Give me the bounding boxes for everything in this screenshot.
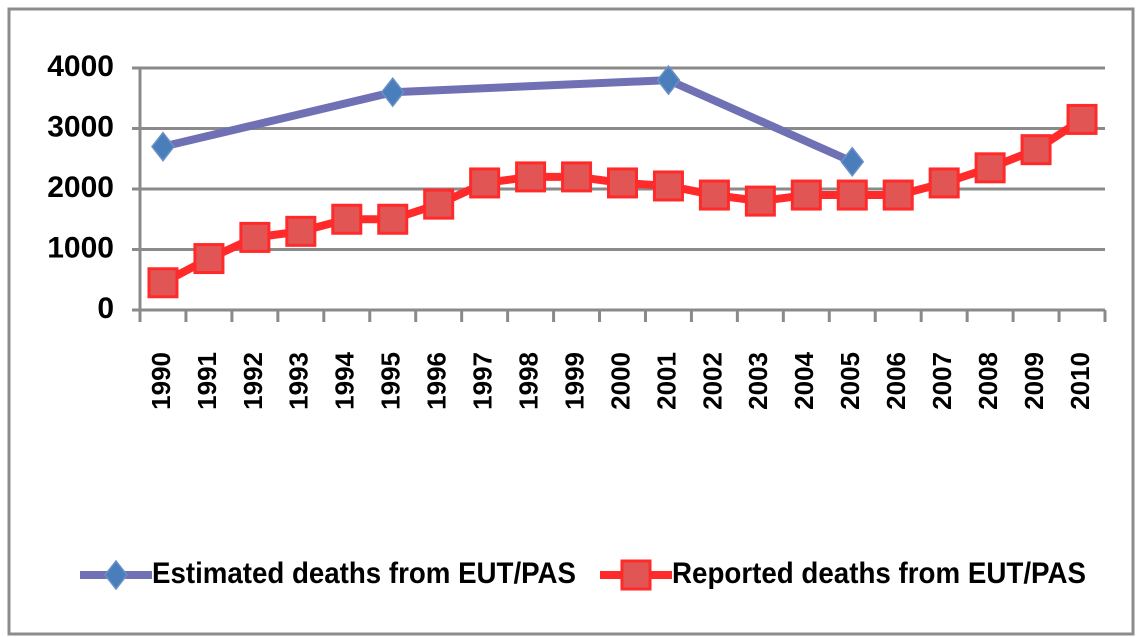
data-point bbox=[652, 170, 684, 202]
legend-marker bbox=[104, 559, 128, 591]
x-tick-label: 1994 bbox=[330, 351, 360, 409]
x-tick-label: 2005 bbox=[835, 352, 865, 410]
x-tick-label: 1996 bbox=[422, 352, 452, 410]
data-point bbox=[377, 203, 409, 235]
legend-label: Estimated deaths from EUT/PAS bbox=[152, 557, 576, 590]
x-tick-label: 1999 bbox=[559, 352, 589, 410]
data-point bbox=[193, 243, 225, 275]
x-tick-label: 2008 bbox=[973, 352, 1003, 410]
data-point bbox=[285, 215, 317, 247]
x-tick-label: 2007 bbox=[927, 352, 957, 410]
data-point bbox=[423, 188, 455, 220]
y-tick-label: 0 bbox=[97, 292, 114, 325]
data-point bbox=[836, 179, 868, 211]
data-point bbox=[239, 221, 271, 253]
data-point bbox=[151, 131, 175, 162]
y-tick-label: 1000 bbox=[47, 231, 114, 264]
chart-border bbox=[7, 7, 1135, 636]
x-tick-label: 1992 bbox=[238, 352, 268, 410]
data-point bbox=[331, 203, 363, 235]
data-point bbox=[974, 152, 1006, 184]
data-point bbox=[698, 179, 730, 211]
legend-label: Reported deaths from EUT/PAS bbox=[672, 557, 1086, 590]
data-point bbox=[744, 185, 776, 217]
data-point bbox=[928, 167, 960, 199]
data-point bbox=[790, 179, 822, 211]
data-point bbox=[1066, 103, 1098, 135]
x-tick-label: 1998 bbox=[513, 352, 543, 410]
x-tick-label: 2010 bbox=[1065, 352, 1095, 410]
x-tick-label: 2001 bbox=[651, 352, 681, 410]
data-point bbox=[882, 179, 914, 211]
y-tick-label: 2000 bbox=[47, 171, 114, 204]
x-tick-label: 2009 bbox=[1019, 352, 1049, 410]
data-point bbox=[380, 76, 405, 108]
y-tick-label: 3000 bbox=[47, 110, 114, 143]
x-tick-label: 1991 bbox=[192, 352, 222, 410]
data-point bbox=[515, 161, 547, 193]
series bbox=[151, 64, 865, 177]
series-line bbox=[162, 76, 854, 166]
x-tick-label: 1990 bbox=[146, 352, 176, 410]
data-point bbox=[607, 167, 638, 199]
data-point bbox=[147, 267, 179, 299]
x-tick-label: 1995 bbox=[376, 352, 406, 410]
data-point bbox=[561, 161, 593, 193]
data-point bbox=[1020, 134, 1052, 166]
x-tick-label: 2002 bbox=[697, 352, 727, 410]
x-tick-label: 1997 bbox=[468, 352, 498, 410]
x-tick-label: 2000 bbox=[605, 352, 635, 410]
data-point bbox=[840, 146, 865, 177]
x-tick-label: 2003 bbox=[743, 352, 773, 410]
series bbox=[147, 103, 1098, 299]
data-point bbox=[656, 64, 681, 96]
data-point bbox=[469, 167, 501, 199]
y-tick-label: 4000 bbox=[47, 50, 114, 83]
x-tick-label: 2004 bbox=[789, 351, 819, 409]
x-tick-label: 2006 bbox=[881, 352, 911, 410]
x-tick-label: 1993 bbox=[284, 352, 314, 410]
legend-marker bbox=[620, 559, 652, 591]
